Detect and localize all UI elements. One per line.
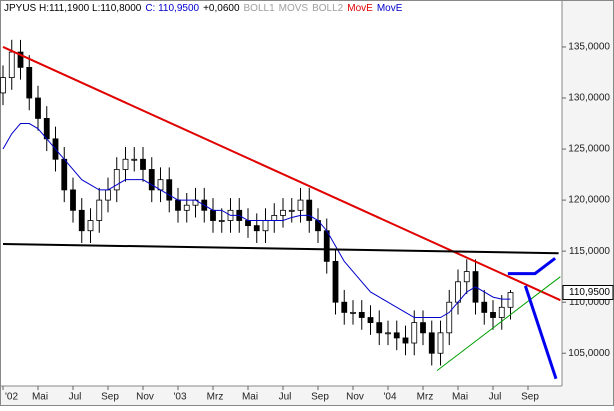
candle-body <box>78 209 85 232</box>
candle-body <box>350 312 356 314</box>
candle-body <box>183 204 190 211</box>
candle-body <box>280 209 286 216</box>
x-tick-label: Jul <box>279 392 292 403</box>
y-tick-label: 120,0000 <box>568 195 610 206</box>
x-tick-label: '04 <box>383 392 396 403</box>
candle-body <box>385 332 391 335</box>
header-part: JPYUS H:111,1900 L:110,8000 <box>4 3 142 14</box>
y-tick-label: 125,0000 <box>568 144 610 155</box>
y-tick-label: 110,0000 <box>569 297 610 308</box>
x-tick-label: '02 <box>5 392 18 403</box>
candle-body <box>131 158 138 161</box>
y-tick-label: 105,0000 <box>568 348 610 359</box>
header-part: BOLL2 <box>312 3 344 14</box>
candle-body <box>96 199 103 221</box>
trend-line <box>523 285 558 380</box>
candle-body <box>393 332 400 339</box>
candle-body <box>8 51 15 78</box>
x-tick-label: Jul <box>69 392 82 403</box>
candle-body <box>43 118 50 140</box>
candle-body <box>428 332 435 354</box>
candle-body <box>148 169 155 191</box>
x-tick-label: '03 <box>173 392 186 403</box>
candle-body <box>402 337 409 344</box>
x-tick-label: Sep <box>101 392 119 403</box>
header-part: MovE <box>377 3 403 14</box>
x-tick-label: Sep <box>311 392 329 403</box>
candle-body <box>122 158 129 170</box>
header-part: BOLL1 <box>244 3 276 14</box>
candle-body <box>87 220 94 232</box>
x-tick-label: Mai <box>452 392 468 403</box>
candle-body <box>490 312 496 318</box>
candle-body <box>455 281 461 303</box>
x-tick-label: Nov <box>346 392 364 403</box>
candle-body <box>175 199 181 211</box>
x-axis-panel <box>0 386 614 406</box>
candle-body <box>218 220 225 222</box>
candle-body <box>140 158 146 170</box>
trend-line <box>436 276 561 371</box>
candle-body <box>26 66 33 99</box>
trend-line <box>2 243 559 255</box>
x-tick-label: Mai <box>242 392 258 403</box>
x-tick-label: Sep <box>521 392 539 403</box>
candle-body <box>323 230 330 262</box>
candle-body <box>463 271 470 283</box>
candle-body <box>253 225 260 232</box>
candle-body <box>105 189 111 201</box>
candle-body <box>271 215 278 221</box>
candle-body <box>507 292 514 308</box>
candle-body <box>306 199 313 221</box>
candle-body <box>61 158 68 191</box>
candle-body <box>420 322 426 334</box>
candle-body <box>70 189 76 211</box>
candle-body <box>367 317 374 324</box>
candle-body <box>245 220 251 227</box>
last-price-box <box>562 285 614 300</box>
header-part: +0,0600 <box>203 3 240 14</box>
last-price-label: 110,9500 <box>569 287 610 298</box>
candle-body <box>210 209 216 221</box>
trend-line <box>2 46 561 302</box>
header-part: MOVS <box>279 3 309 14</box>
header-part: C: 110,9500 <box>145 3 199 14</box>
y-tick-label: 135,0000 <box>568 42 610 53</box>
x-tick-label: Mrz <box>207 392 224 403</box>
candle-body <box>166 179 173 201</box>
candle-body <box>262 220 269 232</box>
candle-body <box>35 97 41 119</box>
candle-body <box>481 301 488 313</box>
candle-body <box>411 322 418 344</box>
candle-body <box>113 169 120 191</box>
y-tick-label: 130,0000 <box>568 93 610 104</box>
candle-body <box>288 209 295 212</box>
header-part: MovE <box>347 3 373 14</box>
candle-body <box>17 51 24 68</box>
x-tick-label: Mrz <box>417 392 434 403</box>
candle-body <box>341 301 348 313</box>
y-tick-label: 115,0000 <box>569 246 610 257</box>
x-tick-label: Mai <box>32 392 48 403</box>
candle-body <box>376 322 383 334</box>
moving-average <box>2 123 511 319</box>
candle-body <box>297 199 304 211</box>
candle-body <box>332 260 339 303</box>
candle-body <box>437 332 444 354</box>
x-tick-label: Nov <box>136 392 154 403</box>
candle-body <box>446 301 453 334</box>
y-axis-panel <box>562 0 614 406</box>
candle-body <box>498 306 505 318</box>
trend-line <box>507 257 557 276</box>
x-tick-label: Jul <box>489 392 502 403</box>
candle-body <box>358 312 365 318</box>
header: JPYUS H:111,1900 L:110,8000 C: 110,9500 +0… <box>4 3 403 14</box>
candle-body <box>0 77 6 94</box>
